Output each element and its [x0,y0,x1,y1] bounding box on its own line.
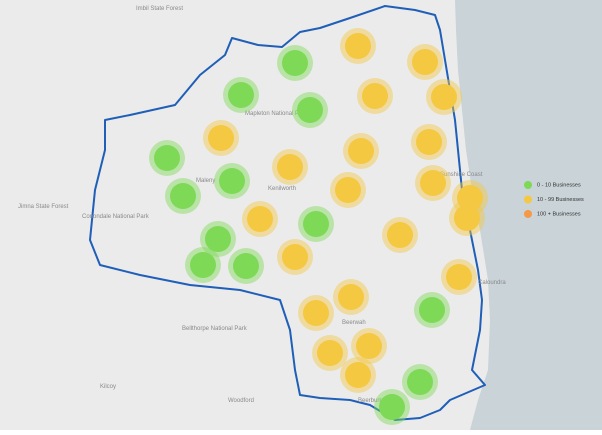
cluster-marker[interactable] [345,33,371,59]
legend-swatch [524,210,532,218]
cluster-marker[interactable] [356,333,382,359]
place-labels: Sunshine Coast Caloundra Beerwah Beerburrum… [18,6,506,404]
legend: 0 - 10 Businesses 10 - 99 Businesses 100 +… [524,181,584,218]
place-label: Kilcoy [100,384,116,390]
cluster-marker[interactable] [170,183,196,209]
region-boundary [89,5,486,421]
place-label: Conondale National Park [82,214,150,220]
cluster-marker[interactable] [277,154,303,180]
cluster-marker[interactable] [431,84,457,110]
cluster-marker[interactable] [446,264,472,290]
legend-label: 100 + Businesses [537,211,581,217]
cluster-marker[interactable] [208,125,234,151]
cluster-marker[interactable] [379,394,405,420]
legend-swatch [524,181,532,189]
cluster-marker[interactable] [420,170,446,196]
cluster-marker[interactable] [416,129,442,155]
place-label: Mapleton National Park [245,111,308,117]
cluster-marker[interactable] [154,145,180,171]
place-label: Jimna State Forest [18,204,69,210]
legend-label: 0 - 10 Businesses [537,182,581,188]
cluster-marker[interactable] [407,369,433,395]
markers [149,28,488,425]
cluster-marker[interactable] [282,50,308,76]
place-label: Caloundra [478,280,506,286]
cluster-marker[interactable] [233,253,259,279]
place-label: Imbil State Forest [136,6,183,12]
cluster-marker[interactable] [338,284,364,310]
cluster-marker[interactable] [457,185,483,211]
cluster-marker[interactable] [387,222,413,248]
cluster-marker[interactable] [412,49,438,75]
cluster-marker[interactable] [190,252,216,278]
cluster-marker[interactable] [419,297,445,323]
place-label: Beerwah [342,320,366,326]
cluster-marker[interactable] [282,244,308,270]
cluster-marker[interactable] [345,362,371,388]
place-label: Maleny [196,178,215,184]
cluster-marker[interactable] [454,205,480,231]
cluster-marker[interactable] [317,340,343,366]
cluster-marker[interactable] [303,211,329,237]
place-label: Sunshine Coast [440,172,483,178]
cluster-marker[interactable] [247,206,273,232]
place-label: Bellthorpe National Park [182,326,248,332]
cluster-marker[interactable] [335,177,361,203]
cluster-marker[interactable] [303,300,329,326]
cluster-marker[interactable] [348,138,374,164]
legend-swatch [524,195,532,204]
cluster-marker[interactable] [297,97,323,123]
place-label: Kenilworth [268,186,296,192]
place-label: Beerburrum [358,398,390,404]
cluster-marker[interactable] [228,82,254,108]
cluster-marker[interactable] [205,226,231,252]
legend-label: 10 - 99 Businesses [537,197,584,203]
place-label: Woodford [228,398,254,404]
cluster-marker[interactable] [219,168,245,194]
cluster-marker[interactable] [362,83,388,109]
